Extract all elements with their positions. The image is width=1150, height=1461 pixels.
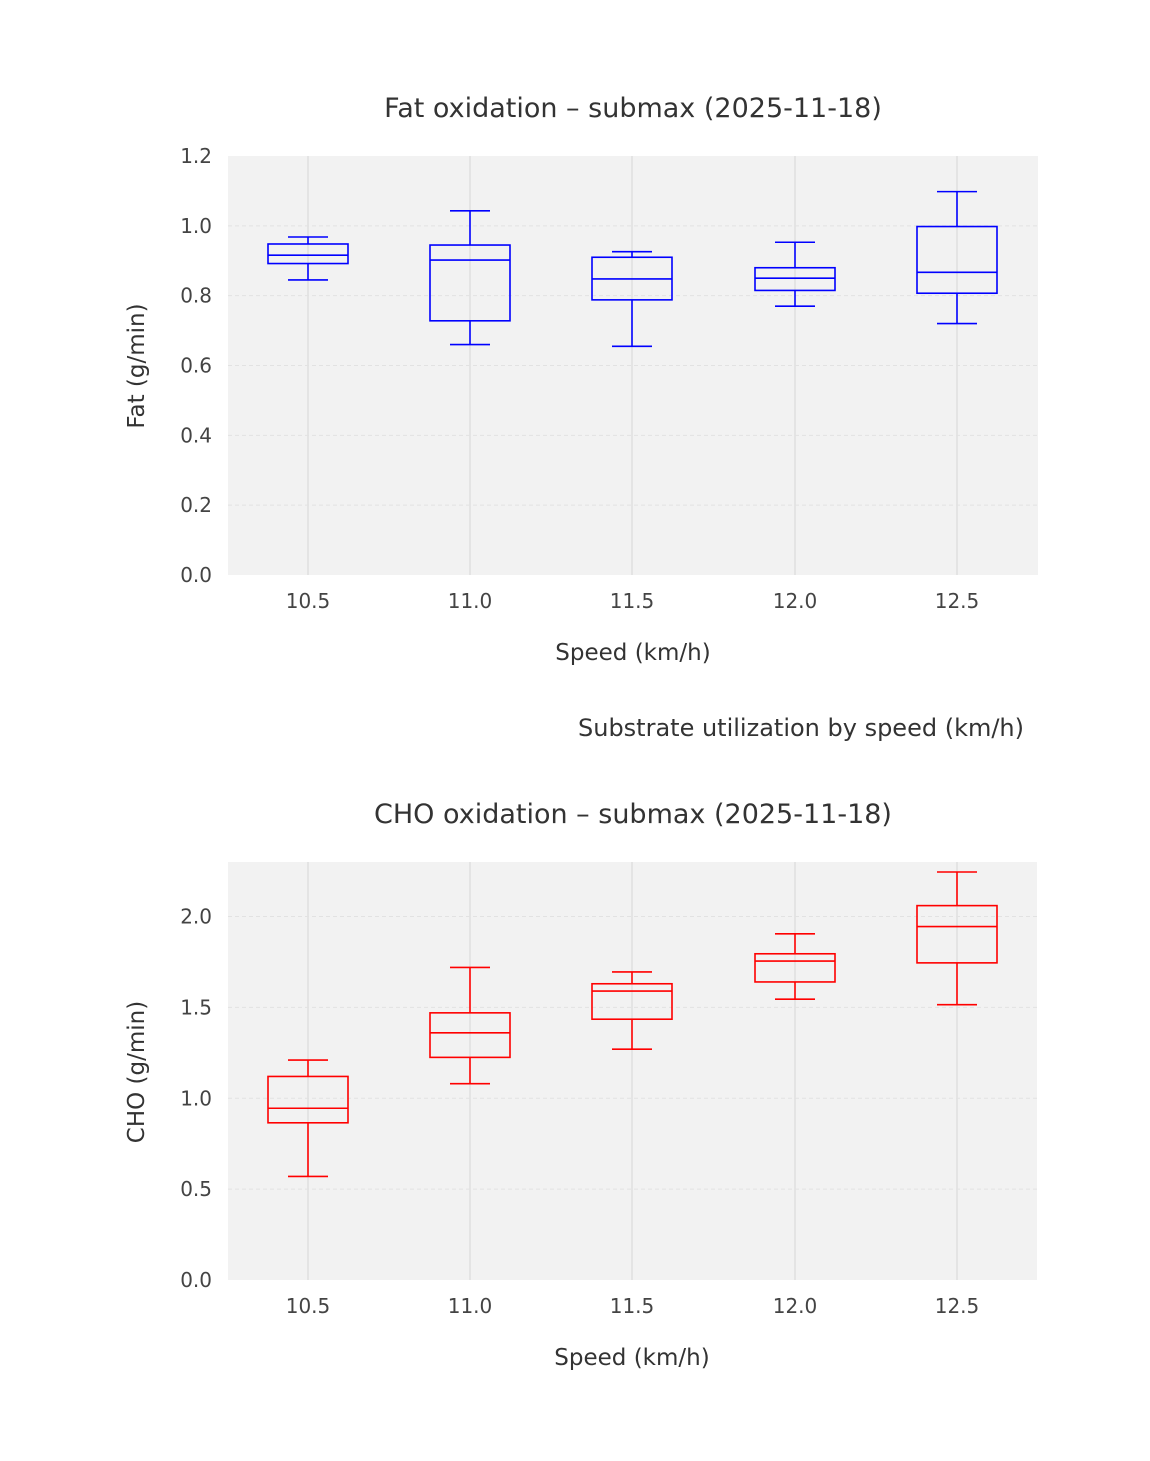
- fat-box-11.0: [429, 210, 511, 346]
- cho-x-ticks: 10.5 11.0 11.5 12.0 12.5: [286, 1294, 980, 1318]
- fat-x-ticks: 10.5 11.0 11.5 12.0 12.5: [286, 589, 980, 613]
- cho-y-tick-label: 0.0: [180, 1268, 212, 1292]
- fat-y-ticks: 0.0 0.2 0.4 0.6 0.8 1.0 1.2: [180, 144, 212, 587]
- cho-y-ticks: 0.0 0.5 1.0 1.5 2.0: [180, 905, 212, 1292]
- fat-boxes: [267, 190, 998, 348]
- cho-iqr-box: [429, 1012, 511, 1059]
- fat-y-tick-label: 1.2: [180, 144, 212, 168]
- fat-box-10.5: [267, 236, 349, 281]
- fat-x-tick-label: 12.5: [935, 589, 980, 613]
- fat-x-axis-label: Speed (km/h): [555, 640, 710, 666]
- cho-x-tick-label: 11.5: [610, 1294, 655, 1318]
- cho-box-12.0: [754, 932, 836, 1001]
- fat-gridlines: [228, 156, 1038, 575]
- fat-x-tick-label: 12.0: [773, 589, 818, 613]
- cho-iqr-box: [267, 1075, 349, 1124]
- cho-x-axis-label: Speed (km/h): [554, 1345, 709, 1371]
- fat-y-tick-label: 0.0: [180, 563, 212, 587]
- cho-x-tick-label: 12.5: [935, 1294, 980, 1318]
- cho-chart-title: CHO oxidation – submax (2025-11-18): [374, 799, 892, 830]
- fat-y-axis-label: Fat (g/min): [124, 303, 150, 428]
- cho-iqr-box: [754, 952, 836, 983]
- cho-box-11.0: [429, 966, 511, 1085]
- cho-y-tick-label: 2.0: [180, 905, 212, 929]
- cho-box-11.5: [591, 971, 673, 1050]
- fat-x-tick-label: 10.5: [286, 589, 331, 613]
- fat-oxidation-chart: 0.0 0.2 0.4 0.6 0.8 1.0 1.2 10.5 11.0 11.5 12.0 12…: [124, 93, 1038, 666]
- cho-x-tick-label: 12.0: [773, 1294, 818, 1318]
- cho-y-tick-label: 1.0: [180, 1086, 212, 1110]
- cho-y-tick-label: 0.5: [180, 1177, 212, 1201]
- fat-x-tick-label: 11.0: [448, 589, 493, 613]
- fat-iqr-box: [429, 244, 511, 322]
- fat-iqr-box: [267, 243, 349, 265]
- fat-chart-title: Fat oxidation – submax (2025-11-18): [384, 93, 882, 124]
- fat-box-12.0: [754, 241, 836, 307]
- fat-y-tick-label: 0.2: [180, 493, 212, 517]
- cho-box-12.5: [916, 871, 998, 1006]
- cho-y-tick-label: 1.5: [180, 995, 212, 1019]
- figure-suptitle: Substrate utilization by speed (km/h): [578, 714, 1024, 742]
- fat-box-11.5: [591, 250, 673, 348]
- fat-iqr-box: [754, 266, 836, 292]
- cho-iqr-box: [591, 982, 673, 1021]
- fat-box-12.5: [916, 190, 998, 325]
- fat-x-tick-label: 11.5: [610, 589, 655, 613]
- fat-y-tick-label: 0.4: [180, 423, 212, 447]
- cho-iqr-box: [916, 904, 998, 964]
- cho-oxidation-chart: 0.0 0.5 1.0 1.5 2.0 10.5 11.0 11.5 12.0 12.5 CHO…: [124, 799, 1037, 1371]
- fat-y-tick-label: 0.8: [180, 284, 212, 308]
- cho-x-tick-label: 10.5: [286, 1294, 331, 1318]
- cho-y-axis-label: CHO (g/min): [124, 1001, 150, 1143]
- cho-boxes: [267, 871, 998, 1178]
- fat-y-tick-label: 0.6: [180, 354, 212, 378]
- cho-x-tick-label: 11.0: [448, 1294, 493, 1318]
- fat-iqr-box: [916, 225, 998, 295]
- fat-y-tick-label: 1.0: [180, 214, 212, 238]
- cho-box-10.5: [267, 1059, 349, 1178]
